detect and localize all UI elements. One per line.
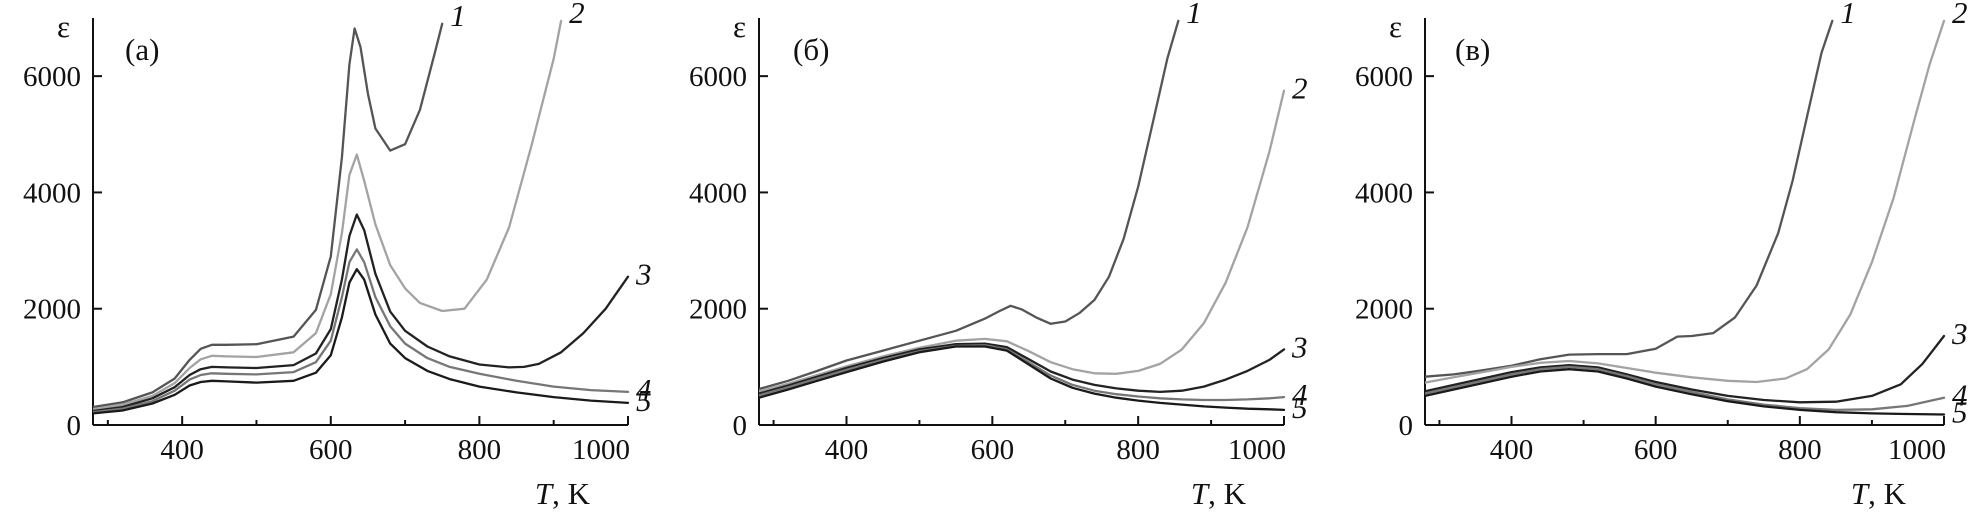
series-label: 1 bbox=[1840, 0, 1856, 30]
series-line-1 bbox=[759, 19, 1180, 391]
chart-panel-1: 0 2000 4000 6000 400 600 800 1000 ε T, K (а) 1 2 3 45 bbox=[23, 0, 652, 511]
series-line-3 bbox=[1425, 334, 1946, 404]
series-line-4 bbox=[759, 344, 1286, 402]
y-tick-label: 2000 bbox=[1355, 294, 1413, 326]
y-tick-label: 0 bbox=[1399, 410, 1414, 442]
series-label: 5 bbox=[1952, 395, 1968, 430]
panel-label: (в) bbox=[1455, 32, 1490, 67]
series-line-1 bbox=[93, 22, 444, 409]
series-line-2 bbox=[1425, 19, 1946, 384]
x-tick-label: 600 bbox=[309, 434, 353, 466]
series-label: 4 bbox=[1952, 378, 1968, 413]
x-tick-label: 400 bbox=[825, 434, 869, 466]
series-line-1 bbox=[1425, 19, 1834, 378]
series-label: 4 bbox=[1292, 377, 1308, 412]
x-axis-label: T, K bbox=[1191, 476, 1247, 511]
series-label: 5 bbox=[636, 383, 652, 418]
series-label: 2 bbox=[1952, 0, 1968, 30]
series-label: 5 bbox=[1292, 390, 1308, 425]
panel-label: (б) bbox=[793, 32, 829, 67]
x-tick-label: 1000 bbox=[1228, 434, 1286, 466]
x-tick-label: 800 bbox=[458, 434, 502, 466]
chart-panel-3: 0 2000 4000 6000 400 600 800 1000 ε T, K (в) 1 2 3 45 bbox=[1355, 0, 1968, 511]
y-axis-label: ε bbox=[1389, 9, 1402, 44]
series-line-5 bbox=[1425, 368, 1946, 416]
y-tick-label: 4000 bbox=[689, 177, 747, 209]
x-tick-label: 1000 bbox=[572, 434, 630, 466]
series-label: 2 bbox=[569, 0, 585, 30]
y-tick-label: 6000 bbox=[1355, 61, 1413, 93]
y-tick-label: 6000 bbox=[23, 61, 81, 93]
y-tick-label: 4000 bbox=[23, 177, 81, 209]
series-line-2 bbox=[759, 89, 1286, 393]
y-axis-label: ε bbox=[57, 9, 70, 44]
series-line-2 bbox=[93, 19, 563, 411]
series-line-4 bbox=[93, 248, 630, 414]
x-tick-label: 400 bbox=[1490, 434, 1534, 466]
series-label: 3 bbox=[635, 257, 652, 292]
chart-panel-2: 0 2000 4000 6000 400 600 800 1000 ε T, K (б) 1 2 3 45 bbox=[689, 0, 1308, 511]
x-tick-label: 1000 bbox=[1888, 434, 1946, 466]
y-tick-label: 2000 bbox=[23, 294, 81, 326]
series-line-3 bbox=[93, 213, 630, 413]
series-label: 3 bbox=[1291, 329, 1308, 364]
x-tick-label: 600 bbox=[971, 434, 1015, 466]
y-tick-label: 0 bbox=[67, 410, 82, 442]
series-line-5 bbox=[93, 268, 630, 415]
series-line-5 bbox=[759, 345, 1286, 412]
y-axis-label: ε bbox=[733, 9, 746, 44]
y-tick-label: 0 bbox=[733, 410, 748, 442]
series-label: 1 bbox=[1186, 0, 1202, 30]
series-line-3 bbox=[759, 342, 1286, 395]
y-tick-label: 4000 bbox=[1355, 177, 1413, 209]
series-label: 2 bbox=[1292, 71, 1308, 106]
series-label: 1 bbox=[450, 0, 466, 33]
series-line-4 bbox=[1425, 365, 1946, 412]
panel-label: (а) bbox=[125, 32, 159, 67]
x-tick-label: 800 bbox=[1778, 434, 1822, 466]
series-label: 3 bbox=[1951, 316, 1968, 351]
x-tick-label: 400 bbox=[160, 434, 204, 466]
x-axis-label: T, K bbox=[535, 476, 591, 511]
y-tick-label: 2000 bbox=[689, 294, 747, 326]
x-axis-label: T, K bbox=[1851, 476, 1907, 511]
series-label: 4 bbox=[636, 372, 652, 407]
x-tick-label: 800 bbox=[1116, 434, 1160, 466]
x-tick-label: 600 bbox=[1634, 434, 1678, 466]
y-tick-label: 6000 bbox=[689, 61, 747, 93]
